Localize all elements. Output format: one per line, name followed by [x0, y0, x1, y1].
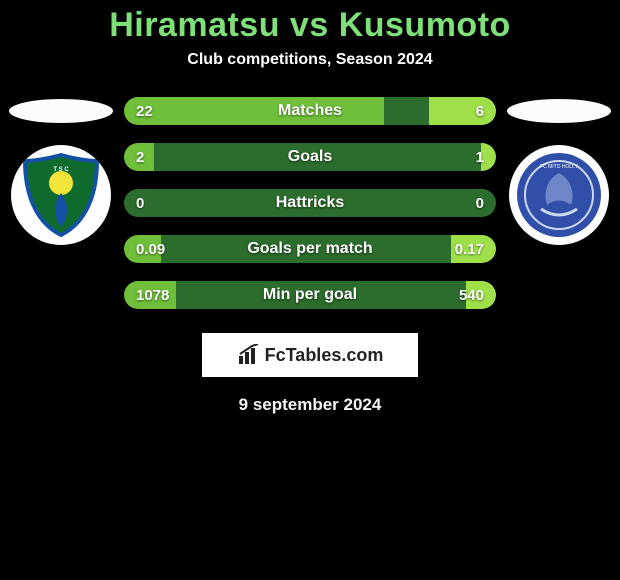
left-player-name-pill: [9, 99, 113, 123]
chart-icon: [237, 344, 261, 366]
svg-text:FC MITO HOLLY: FC MITO HOLLY: [540, 164, 579, 170]
left-player-col: T S C: [6, 97, 116, 245]
stat-label: Goals per match: [124, 235, 496, 263]
stat-label: Hattricks: [124, 189, 496, 217]
date-line: 9 september 2024: [0, 395, 620, 415]
stat-row: 226Matches: [124, 97, 496, 125]
left-club-badge: T S C: [11, 145, 111, 245]
stat-row: 00Hattricks: [124, 189, 496, 217]
main-row: T S C 226Matches 21Goals 00Hattricks 0.090.…: [0, 97, 620, 309]
stat-row: 0.090.17Goals per match: [124, 235, 496, 263]
crest-icon: FC MITO HOLLY: [513, 149, 605, 241]
stat-label: Min per goal: [124, 281, 496, 309]
stat-row: 21Goals: [124, 143, 496, 171]
shield-icon: T S C: [15, 149, 107, 241]
page-subtitle: Club competitions, Season 2024: [0, 51, 620, 69]
comparison-card: Hiramatsu vs Kusumoto Club competitions,…: [0, 0, 620, 415]
right-club-badge: FC MITO HOLLY: [509, 145, 609, 245]
page-title: Hiramatsu vs Kusumoto: [0, 6, 620, 45]
stat-label: Goals: [124, 143, 496, 171]
stat-bars: 226Matches 21Goals 00Hattricks 0.090.17Goal…: [124, 97, 496, 309]
svg-text:T S C: T S C: [53, 167, 69, 173]
right-player-col: FC MITO HOLLY: [504, 97, 614, 245]
right-player-name-pill: [507, 99, 611, 123]
source-logo-text: FcTables.com: [265, 345, 384, 366]
source-logo[interactable]: FcTables.com: [202, 333, 418, 377]
stat-row: 1078540Min per goal: [124, 281, 496, 309]
stat-label: Matches: [124, 97, 496, 125]
